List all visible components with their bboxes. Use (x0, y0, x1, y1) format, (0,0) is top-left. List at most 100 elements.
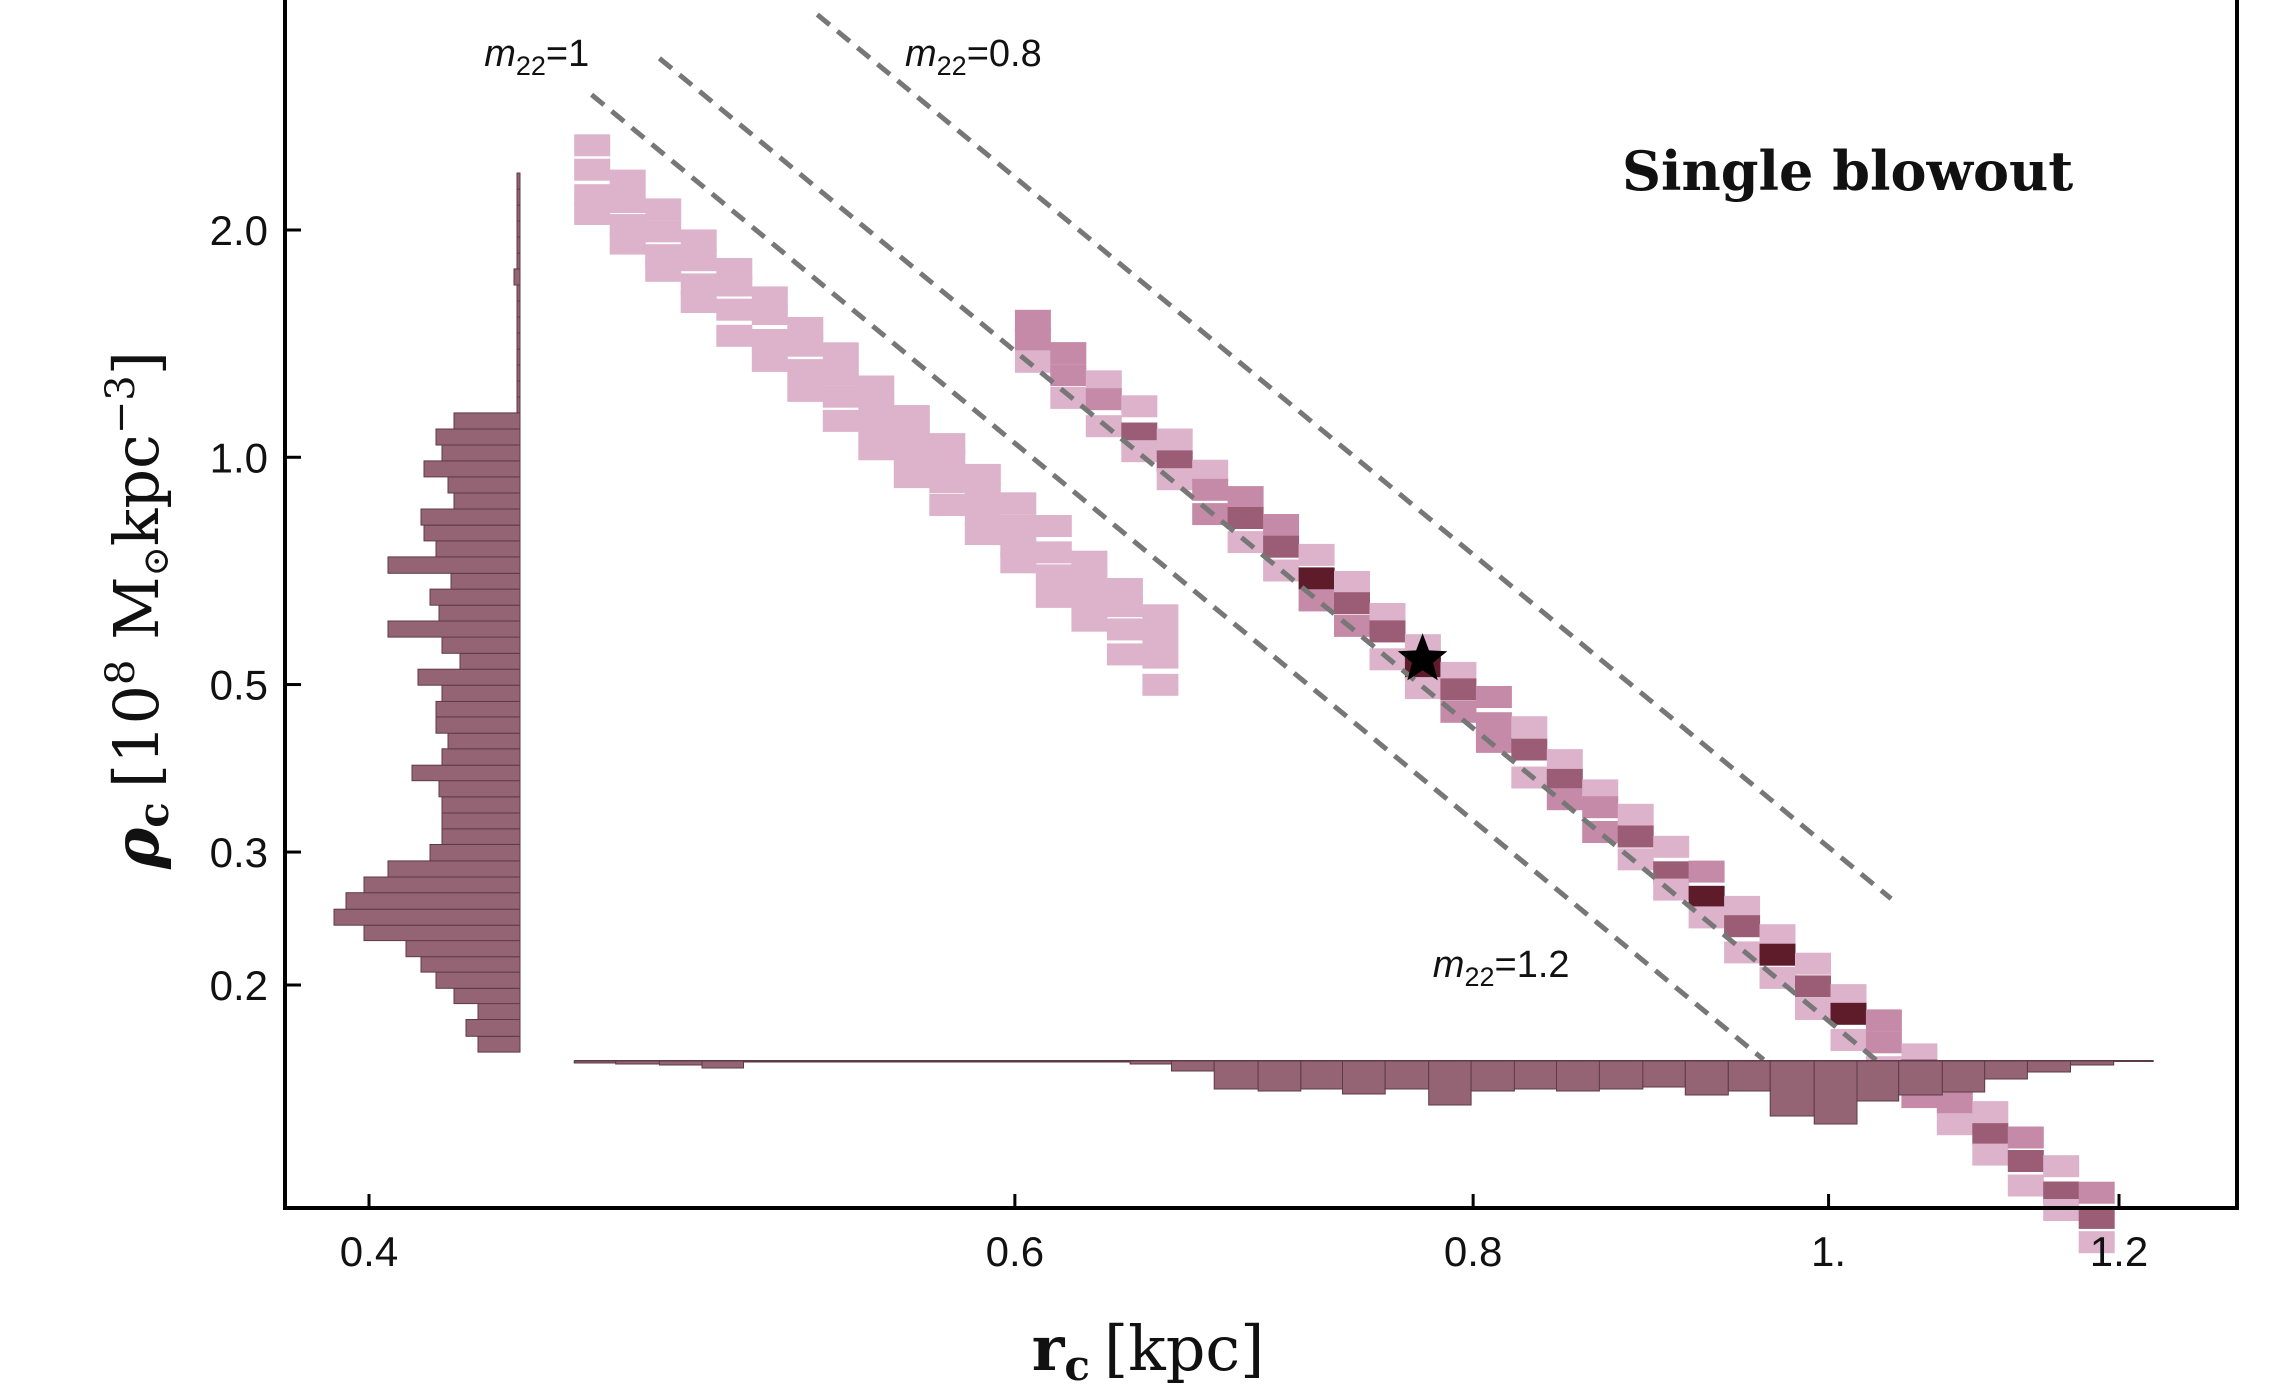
reference-line-label: m22=0.8 (905, 33, 1042, 81)
y-histogram-bar (334, 909, 520, 925)
y-label-unit-open: [10 (100, 685, 173, 788)
figure: 0.4 0.6 0.8 1. 1.2 0.20.30.51.02.0 m22=1 m22=… (0, 0, 2292, 1396)
heatmap-cell (1036, 541, 1072, 563)
label-value: =0.8 (967, 33, 1042, 75)
heatmap-cell (1142, 626, 1178, 648)
y-histogram-bar (442, 685, 520, 701)
y-label-unit-sun: ⊙ (136, 546, 177, 576)
x-tick-label: 1.2 (2090, 1228, 2148, 1275)
svg-text:ρc[108 M⊙kpc−3]: ρc[108 M⊙kpc−3] (98, 351, 178, 870)
heatmap-cell (1228, 486, 1264, 508)
y-label-unit-mass: M (100, 576, 173, 659)
x-histogram-bar (958, 1061, 1001, 1062)
x-histogram-bar (1728, 1061, 1770, 1091)
y-histogram-bar (466, 1020, 520, 1037)
y-histogram-bar (460, 653, 520, 669)
heatmap-cell (1511, 739, 1547, 761)
y-tick-label: 0.5 (210, 662, 268, 709)
heatmap-cell (1972, 1101, 2008, 1123)
y-histogram-bar (442, 749, 520, 765)
heatmap-cell (1192, 479, 1228, 501)
y-marginal-histogram (334, 173, 520, 1052)
x-histogram-bar (1471, 1061, 1514, 1091)
heatmap-cell (929, 494, 965, 516)
heatmap-cell (1972, 1144, 2008, 1166)
heatmap-cell (1015, 329, 1051, 351)
heatmap-cell (823, 342, 859, 364)
x-axis-label: rc [kpc] (1032, 1312, 1265, 1390)
chart-title: Single blowout (1622, 139, 2073, 203)
y-histogram-bar (517, 237, 520, 253)
heatmap-cell (1000, 551, 1036, 573)
x-histogram-bar (1130, 1061, 1171, 1064)
y-histogram-bar (448, 477, 520, 493)
heatmap-cell (787, 335, 823, 357)
heatmap-cell (716, 275, 752, 297)
y-histogram-bar (478, 1004, 520, 1020)
y-label-unit-exponent2: −3 (98, 375, 144, 434)
x-histogram-bar (616, 1061, 660, 1064)
y-histogram-bar (442, 637, 520, 653)
x-histogram-bar (1088, 1061, 1131, 1062)
x-histogram-bar (1942, 1061, 1984, 1092)
heatmap-cell (1511, 716, 1547, 738)
heatmap-cell (1000, 514, 1036, 536)
y-histogram-bar (421, 957, 520, 972)
x-histogram-bar (1172, 1061, 1215, 1071)
heatmap-cell (1689, 861, 1725, 883)
heatmap-cell (858, 417, 894, 439)
heatmap-cell (574, 134, 610, 156)
heatmap-cell (1050, 364, 1086, 386)
y-tick-label: 2.0 (210, 207, 268, 254)
x-histogram-bar (916, 1061, 958, 1062)
heatmap-cell (681, 229, 717, 251)
y-histogram-bar (388, 621, 520, 637)
heatmap-cell (823, 410, 859, 432)
y-tick-label: 0.2 (210, 962, 268, 1009)
y-histogram-bar (436, 972, 520, 988)
heatmap-cell (1795, 975, 1831, 997)
x-tick-label: 0.8 (1444, 1228, 1502, 1275)
x-histogram-bar (744, 1061, 788, 1062)
y-label-unit-close: ] (100, 351, 173, 375)
heatmap-cell (1866, 1009, 1902, 1031)
heatmap-cell (716, 299, 752, 321)
x-histogram-bar (2028, 1061, 2071, 1072)
y-histogram-bar (517, 189, 520, 205)
y-histogram-bar (442, 829, 520, 845)
x-label-unit: [kpc] (1104, 1312, 1264, 1385)
y-histogram-bar (454, 988, 520, 1003)
heatmap-cell (1107, 595, 1143, 617)
heatmap-cell (1228, 507, 1264, 529)
y-histogram-bar (517, 205, 520, 221)
y-label-symbol: ρ (100, 827, 173, 870)
x-histogram-bar (1685, 1061, 1728, 1095)
y-histogram-bar (517, 253, 520, 269)
heatmap-cell (610, 191, 646, 213)
y-histogram-bar (517, 397, 520, 413)
heatmap-cell (1760, 944, 1796, 966)
heatmap-cell (929, 450, 965, 472)
heatmap-cell (1618, 826, 1654, 848)
heatmap-cell (2008, 1175, 2044, 1197)
heatmap-cell (752, 350, 788, 372)
heatmap-cell (823, 364, 859, 386)
y-histogram-bar (517, 381, 520, 397)
heatmap-cell (1689, 886, 1725, 908)
heatmap-cell (1724, 915, 1760, 937)
y-histogram-bar (454, 413, 520, 429)
y-histogram-bar (442, 813, 520, 829)
heatmap-cell (1724, 896, 1760, 918)
x-histogram-bar (1258, 1061, 1301, 1091)
y-histogram-bar (478, 1036, 520, 1052)
y-tick-label: 1.0 (210, 434, 268, 481)
y-histogram-bar (517, 365, 520, 381)
y-histogram-bar (454, 493, 520, 509)
y-label-unit-kpc: kpc (100, 434, 173, 546)
y-histogram-bar (418, 669, 520, 685)
heatmap-cell (787, 359, 823, 381)
y-histogram-bar (430, 589, 520, 605)
x-histogram-bar (1857, 1061, 1899, 1101)
x-tick-label: 0.6 (986, 1228, 1044, 1275)
heatmap-cell (1142, 674, 1178, 696)
